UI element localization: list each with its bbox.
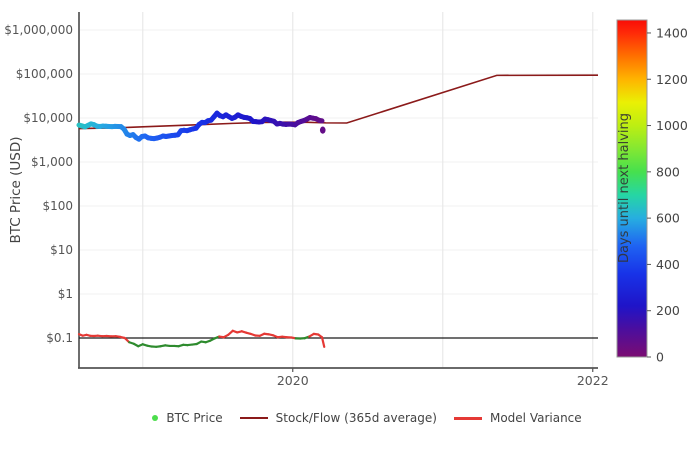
model-variance-line-icon xyxy=(453,416,482,420)
legend-label-model-variance: Model Variance xyxy=(489,411,582,425)
colorbar-tick-label: 200 xyxy=(656,303,680,318)
y-tick-label: $1,000,000 xyxy=(4,23,73,37)
y-tick-label: $1,000 xyxy=(31,155,73,169)
colorbar-tick-label: 1400 xyxy=(656,25,688,40)
y-tick-label: $100 xyxy=(42,199,73,213)
stock-flow-line xyxy=(78,74,599,130)
y-tick-label: $100,000 xyxy=(16,67,73,81)
colorbar-tick-label: 800 xyxy=(656,164,680,179)
plot-gridlines xyxy=(79,12,598,368)
colorbar-tick-label: 600 xyxy=(656,211,680,226)
legend-label-btc-price: BTC Price xyxy=(166,411,223,425)
chart-legend: BTC Price Stock/Flow (365d average) Mode… xyxy=(0,411,700,425)
chart-svg: $1,000,000$100,000$10,000$1,000$100$10$1… xyxy=(4,12,688,388)
axes: $1,000,000 $100,000 $10,000 $1,000 $100 $10 $1… xyxy=(4,12,609,388)
btc-price-outlier-point xyxy=(319,126,326,134)
y-tick-label: $0.1 xyxy=(46,331,73,345)
y-axis-title: BTC Price (USD) xyxy=(8,136,24,243)
stock-flow-line-icon xyxy=(239,417,268,419)
x-tick-label: 2020 xyxy=(277,373,309,388)
colorbar-title: Days until next halving xyxy=(617,113,632,263)
colorbar-gradient xyxy=(616,19,648,358)
colorbar-tick-label: 1200 xyxy=(656,72,688,87)
colorbar: 0 200 400 600 800 1000 1200 1400 Days until next… xyxy=(616,19,688,365)
legend-item-model-variance[interactable]: Model Variance xyxy=(453,411,582,425)
legend-item-btc-price[interactable]: BTC Price xyxy=(152,411,223,425)
legend-item-stock-flow[interactable]: Stock/Flow (365d average) xyxy=(239,411,437,425)
legend-label-stock-flow: Stock/Flow (365d average) xyxy=(275,411,437,425)
btc-price-series xyxy=(76,110,326,142)
y-tick-label: $10,000 xyxy=(23,111,73,125)
x-tick-label: 2022 xyxy=(577,373,609,388)
btc-price-dot-icon xyxy=(152,415,159,421)
model-variance-line xyxy=(77,329,326,348)
colorbar-tick-label: 400 xyxy=(656,257,680,272)
y-tick-label: $10 xyxy=(50,243,73,257)
colorbar-tick-label: 1000 xyxy=(656,118,688,133)
y-tick-label: $1 xyxy=(58,287,73,301)
colorbar-tick-label: 0 xyxy=(656,350,664,365)
